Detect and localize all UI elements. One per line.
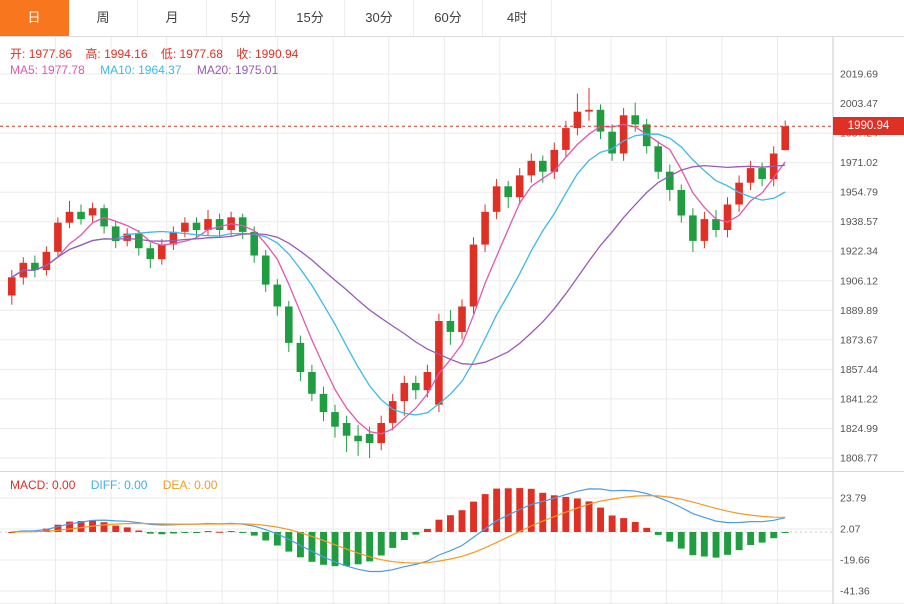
svg-text:1808.77: 1808.77 <box>840 453 878 465</box>
ma10-label: MA10: <box>100 63 135 77</box>
tab-month[interactable]: 月 <box>138 0 207 36</box>
low-label: 低: <box>160 47 177 61</box>
svg-text:1873.67: 1873.67 <box>840 334 878 346</box>
high-value: 1994.16 <box>104 47 148 61</box>
high-label: 高: <box>85 47 101 61</box>
macd-label: MACD: <box>10 478 49 492</box>
timeframe-toolbar: 日 周 月 5分 15分 30分 60分 4时 <box>0 0 904 37</box>
close-value: 1990.94 <box>254 47 299 61</box>
tab-15min[interactable]: 15分 <box>276 0 345 36</box>
ma20-value: 1975.01 <box>234 63 279 77</box>
svg-text:1824.99: 1824.99 <box>840 423 878 435</box>
tab-60min[interactable]: 60分 <box>414 0 483 36</box>
svg-text:-41.36: -41.36 <box>840 586 870 598</box>
ma5-value: 1977.78 <box>41 63 85 77</box>
ma10-value: 1964.37 <box>138 63 182 77</box>
svg-text:1889.89: 1889.89 <box>840 305 878 317</box>
dea-value: 0.00 <box>194 478 218 492</box>
svg-text:1954.79: 1954.79 <box>840 187 878 199</box>
current-price-tag: 1990.94 <box>833 117 904 136</box>
tab-week[interactable]: 周 <box>69 0 138 36</box>
tab-4hour[interactable]: 4时 <box>483 0 552 36</box>
diff-label: DIFF: <box>90 478 121 492</box>
svg-text:-19.66: -19.66 <box>840 555 870 567</box>
svg-text:2003.47: 2003.47 <box>840 98 878 110</box>
ma-readout: MA5: 1977.78 MA10: 1964.37 MA20: 1975.01 <box>10 63 290 77</box>
svg-text:1906.12: 1906.12 <box>840 275 878 287</box>
price-chart-panel: 2019.692003.471987.241971.021954.791938.… <box>0 37 904 471</box>
diff-value: 0.00 <box>124 478 148 492</box>
macd-panel: 23.79 2.07 -19.66 -41.36 MACD: 0.00 DIFF: 0… <box>0 471 904 604</box>
svg-text:23.79: 23.79 <box>840 493 866 505</box>
candlestick-chart[interactable]: 2019.692003.471987.241971.021954.791938.… <box>0 37 904 471</box>
tab-5min[interactable]: 5分 <box>207 0 276 36</box>
tab-day[interactable]: 日 <box>0 0 69 36</box>
macd-readout: MACD: 0.00 DIFF: 0.00 DEA: 0.00 <box>10 478 229 492</box>
svg-text:1971.02: 1971.02 <box>840 157 878 169</box>
svg-text:2.07: 2.07 <box>840 524 861 536</box>
ohlc-readout: 开: 1977.86 高: 1994.16 低: 1977.68 收: 1990… <box>10 45 308 62</box>
macd-chart[interactable]: 23.79 2.07 -19.66 -41.36 <box>0 472 904 604</box>
macd-value: 0.00 <box>52 478 76 492</box>
open-value: 1977.86 <box>28 47 73 61</box>
low-value: 1977.68 <box>179 47 223 61</box>
dea-label: DEA: <box>162 478 191 492</box>
svg-text:1922.34: 1922.34 <box>840 246 878 258</box>
svg-text:2019.69: 2019.69 <box>840 69 878 81</box>
svg-text:1857.44: 1857.44 <box>840 364 878 376</box>
ma20-label: MA20: <box>196 63 232 77</box>
close-label: 收: <box>236 47 252 61</box>
svg-text:1938.57: 1938.57 <box>840 216 878 228</box>
open-label: 开: <box>10 47 26 61</box>
tab-30min[interactable]: 30分 <box>345 0 414 36</box>
ma5-label: MA5: <box>10 63 39 77</box>
svg-text:1841.22: 1841.22 <box>840 393 878 405</box>
